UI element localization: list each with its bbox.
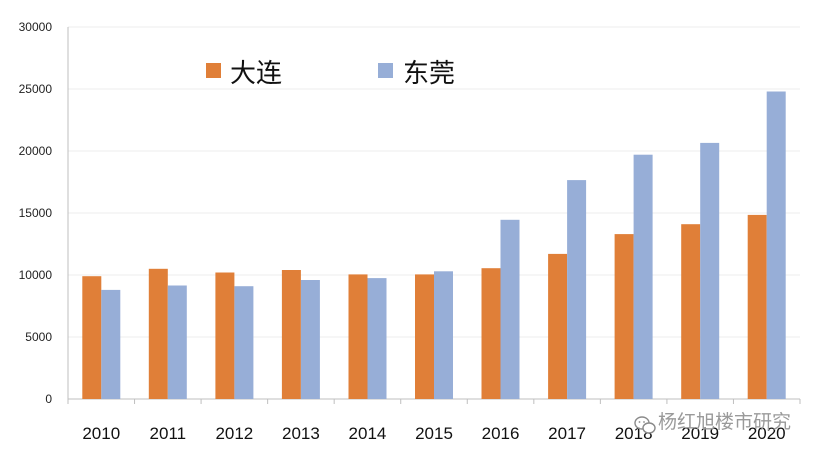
bar-dongguan-2015 <box>434 271 453 399</box>
bar-dongguan-2019 <box>700 142 720 399</box>
bar-dongguan-2013 <box>300 280 320 399</box>
bar-dalian-2012 <box>215 272 235 399</box>
y-tick-label: 25000 <box>19 82 53 96</box>
bar-dalian-2010 <box>82 276 102 399</box>
watermark-text: 杨红旭楼市研究 <box>658 411 791 433</box>
x-tick-label: 2011 <box>150 424 187 443</box>
x-tick-label: 2016 <box>482 424 520 443</box>
watermark: 杨红旭楼市研究 <box>634 411 791 434</box>
legend-swatch-dongguan <box>378 63 393 78</box>
legend-swatch-dalian <box>206 63 221 78</box>
y-tick-label: 15000 <box>19 206 53 220</box>
bar-dalian-2015 <box>415 274 434 399</box>
x-tick-label: 2020 <box>748 424 786 443</box>
y-tick-label: 5000 <box>25 330 52 344</box>
bar-dongguan-2012 <box>234 286 254 399</box>
bar-dalian-2013 <box>281 270 301 399</box>
x-tick-labels: 2010 2011 2012 2013 2014 2015 2016 2017 2018 2019… <box>82 424 785 443</box>
bar-dongguan-2016 <box>500 219 520 399</box>
x-tick-label: 2013 <box>282 424 320 443</box>
legend: 大连 东莞 <box>206 59 455 89</box>
bar-dalian-2018 <box>614 234 634 399</box>
wechat-icon <box>634 416 656 434</box>
bar-dongguan-2011 <box>167 285 187 399</box>
bar-dongguan-2017 <box>567 180 587 399</box>
y-tick-label: 10000 <box>19 268 53 282</box>
bar-dalian-2020 <box>747 214 767 399</box>
y-tick-labels: 0 5000 10000 15000 20000 25000 30000 <box>19 20 53 406</box>
x-tick-label: 2014 <box>349 424 387 443</box>
bar-dalian-2017 <box>548 253 568 399</box>
legend-label-dongguan: 东莞 <box>403 59 455 89</box>
bar-dongguan-2010 <box>101 289 121 399</box>
bar-dongguan-2020 <box>766 91 786 399</box>
bar-dalian-2016 <box>481 268 501 399</box>
bar-dongguan-2014 <box>367 278 387 399</box>
x-tick-label: 2017 <box>548 424 586 443</box>
x-tick-label: 2015 <box>415 424 453 443</box>
x-tick-label: 2010 <box>82 424 120 443</box>
bar-dalian-2019 <box>681 224 701 399</box>
y-tick-label: 20000 <box>19 144 53 158</box>
y-tick-label: 0 <box>45 392 52 406</box>
legend-label-dalian: 大连 <box>230 59 282 89</box>
bar-dalian-2014 <box>348 274 368 399</box>
x-tick-label: 2012 <box>215 424 253 443</box>
bars <box>82 91 786 399</box>
gridlines <box>68 26 800 338</box>
x-tick-label: 2019 <box>681 424 719 443</box>
y-tick-label: 30000 <box>19 20 53 34</box>
bar-dongguan-2018 <box>633 154 653 399</box>
bar-dalian-2011 <box>148 268 168 399</box>
